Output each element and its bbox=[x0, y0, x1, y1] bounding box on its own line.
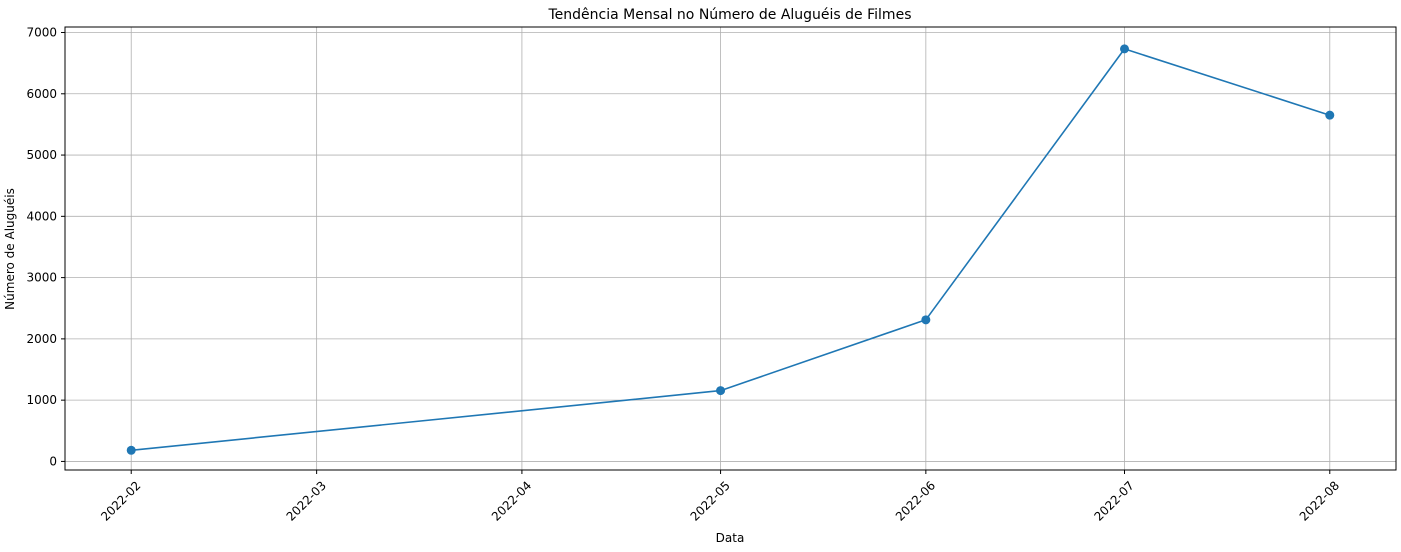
data-point bbox=[126, 445, 136, 455]
data-point bbox=[716, 386, 726, 396]
x-tick-label: 2022-03 bbox=[284, 478, 329, 523]
data-point bbox=[921, 315, 931, 325]
x-tick-label: 2022-07 bbox=[1091, 478, 1136, 523]
x-tick-label: 2022-06 bbox=[893, 478, 938, 523]
y-tick-label: 3000 bbox=[26, 271, 57, 285]
series-line bbox=[131, 48, 1331, 452]
x-tick-label: 2022-04 bbox=[489, 478, 534, 523]
y-tick-label: 1000 bbox=[26, 393, 57, 407]
series-layer bbox=[126, 44, 1335, 455]
chart-title: Tendência Mensal no Número de Aluguéis d… bbox=[548, 7, 912, 23]
y-tick-label: 5000 bbox=[26, 148, 57, 162]
y-tick-label: 7000 bbox=[26, 26, 57, 40]
grid-lines bbox=[65, 27, 1396, 470]
y-axis-title: Número de Aluguéis bbox=[3, 188, 17, 310]
x-tick-label: 2022-08 bbox=[1297, 478, 1342, 523]
x-axis: 2022-02 2022-03 2022-04 2022-05 2022-06 2022-… bbox=[98, 470, 1342, 524]
x-tick-label: 2022-02 bbox=[98, 478, 143, 523]
data-point bbox=[1120, 44, 1130, 54]
plot-area-frame bbox=[64, 26, 1397, 471]
y-tick-label: 6000 bbox=[26, 87, 57, 101]
y-tick-label: 0 bbox=[49, 454, 57, 468]
y-tick-label: 4000 bbox=[26, 209, 57, 223]
data-point bbox=[1325, 110, 1335, 120]
x-tick-label: 2022-05 bbox=[688, 478, 733, 523]
x-axis-title: Data bbox=[716, 531, 745, 545]
y-axis: 0 1000 2000 3000 4000 5000 6000 7000 bbox=[26, 26, 65, 468]
y-tick-label: 2000 bbox=[26, 332, 57, 346]
